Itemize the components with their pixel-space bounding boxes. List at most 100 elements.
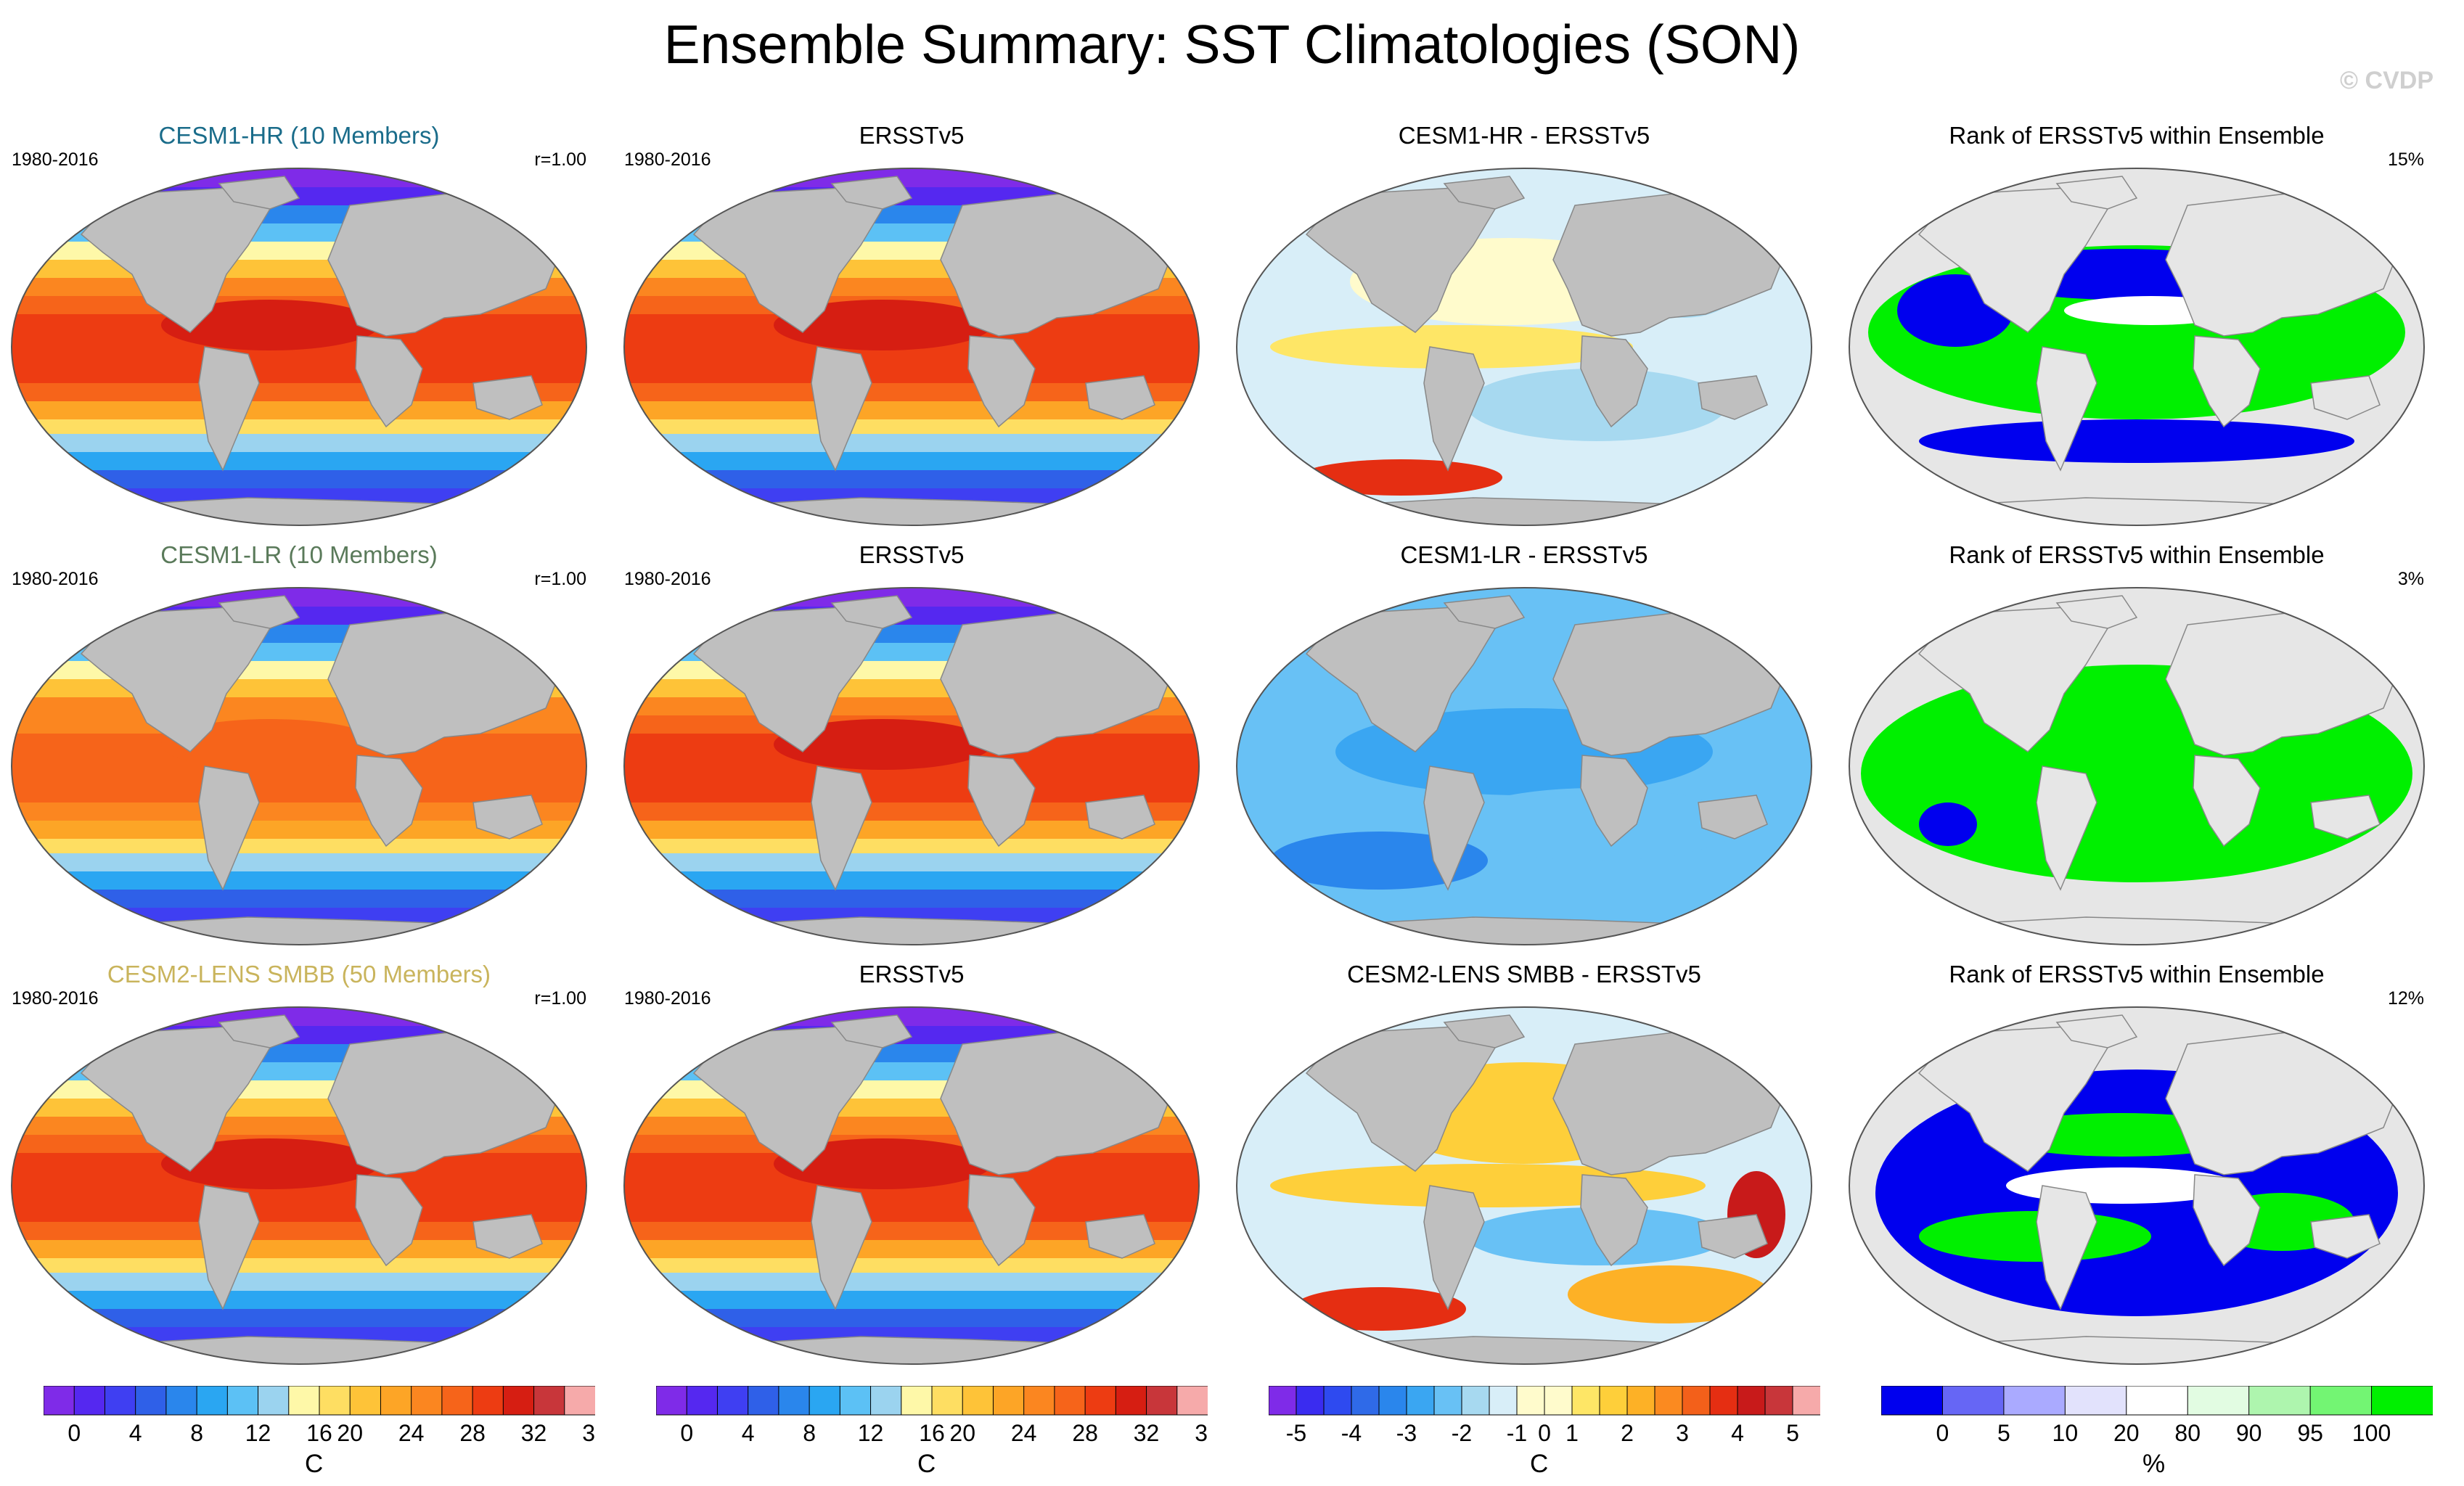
land-mass — [811, 1185, 872, 1310]
colorbar-tick-label: -3 — [1396, 1420, 1417, 1446]
land-mass — [967, 1174, 1036, 1267]
sst-band — [12, 452, 586, 470]
colorbar-swatch — [1571, 1386, 1600, 1416]
colorbar-tick-label: -1 — [1507, 1420, 1527, 1446]
land-mass — [1580, 335, 1648, 428]
colorbar-unit: C — [305, 1450, 324, 1478]
land-mass — [472, 1214, 543, 1259]
map-outline — [623, 168, 1200, 526]
colorbar-swatch — [1084, 1386, 1117, 1416]
pattern-corr-label: r=1.00 — [534, 569, 586, 589]
land-mass — [1443, 1014, 1526, 1048]
land-mass — [198, 346, 260, 472]
land-mass — [1580, 1174, 1648, 1267]
land-mass — [2055, 176, 2138, 210]
colorbar-swatch — [809, 1386, 841, 1416]
colorbar-tick-label: 4 — [742, 1420, 755, 1446]
colorbar-tick-label: 4 — [129, 1420, 142, 1446]
land-mass — [1085, 375, 1155, 420]
colorbar-swatch — [901, 1386, 933, 1416]
colorbar-swatch — [165, 1386, 198, 1416]
rank-region — [1919, 1211, 2151, 1262]
map-outline — [1849, 168, 2425, 526]
colorbar-swatch — [1792, 1386, 1820, 1416]
colorbar-tick-label: 95 — [2297, 1420, 2323, 1446]
panel-title: CESM2-LENS SMBB (50 Members) — [107, 961, 491, 988]
colorbar-tick-label: 12 — [858, 1420, 884, 1446]
sst-band — [12, 1291, 586, 1309]
panel-title: Rank of ERSSTv5 within Ensemble — [1949, 961, 2325, 988]
land-mass — [2310, 375, 2381, 420]
colorbar-swatch — [2126, 1386, 2189, 1416]
colorbar-swatch — [1544, 1386, 1573, 1416]
panel-title: CESM1-HR - ERSSTv5 — [1398, 122, 1650, 149]
colorbar-tick-label: 10 — [2052, 1420, 2079, 1446]
colorbar-swatch — [656, 1386, 688, 1416]
land-mass — [830, 1014, 913, 1048]
sst-band — [624, 839, 1199, 853]
land-mass — [198, 765, 260, 891]
colorbar-unit: % — [2142, 1450, 2166, 1478]
warm-pool — [161, 1138, 379, 1189]
colorbar-tick-label: 8 — [190, 1420, 203, 1446]
rank-percent: 3% — [2397, 569, 2424, 589]
colorbar-swatch — [1115, 1386, 1147, 1416]
colorbar-swatch — [135, 1386, 167, 1416]
colorbar-swatch — [411, 1386, 443, 1416]
rank-map — [1846, 585, 2427, 948]
sst-band — [12, 871, 586, 890]
sst-band — [12, 187, 586, 205]
land-mass — [811, 346, 872, 472]
colorbar-tick-label: 20 — [949, 1420, 975, 1446]
panel-title: CESM1-HR (10 Members) — [158, 122, 440, 149]
colorbar-swatch — [1461, 1386, 1490, 1416]
land-mass — [2036, 346, 2097, 472]
period-label: 1980-2016 — [624, 569, 711, 589]
land-mass — [2036, 765, 2097, 891]
colorbar-tick-label: 0 — [1538, 1420, 1551, 1446]
sst-map — [9, 165, 589, 528]
sst-band — [12, 1026, 586, 1044]
colorbar-tick-label: 100 — [2352, 1420, 2391, 1446]
period-label: 1980-2016 — [12, 149, 99, 170]
colorbar-tick-label: 8 — [803, 1420, 816, 1446]
land-mass — [355, 335, 423, 428]
land-mass — [1443, 176, 1526, 210]
colorbar-swatch — [1269, 1386, 1297, 1416]
colorbar-swatch — [288, 1386, 320, 1416]
colorbar-swatch — [196, 1386, 229, 1416]
colorbar-swatch — [258, 1386, 290, 1416]
warm-pool — [161, 719, 379, 770]
colorbar-swatch — [1599, 1386, 1628, 1416]
land-mass — [1423, 1185, 1485, 1310]
sst-band — [12, 1258, 586, 1273]
colorbar-tick-label: 24 — [1011, 1420, 1037, 1446]
colorbar-swatch — [441, 1386, 474, 1416]
colorbar-tick-label: -4 — [1341, 1420, 1362, 1446]
pattern-corr-label: r=1.00 — [534, 149, 586, 170]
land-mass — [1698, 375, 1768, 420]
sst-band — [624, 1258, 1199, 1273]
diff-anomaly — [1270, 325, 1633, 369]
colorbar-tick-label: 90 — [2236, 1420, 2262, 1446]
colorbar-swatch — [686, 1386, 719, 1416]
map-outline — [11, 1006, 587, 1365]
colorbar-swatch — [839, 1386, 872, 1416]
land-mass — [2055, 595, 2138, 629]
colorbar-swatch — [349, 1386, 382, 1416]
map-outline — [1849, 1006, 2425, 1365]
land-mass — [967, 335, 1036, 428]
colorbar-swatch — [226, 1386, 259, 1416]
panel-title: ERSSTv5 — [859, 961, 965, 988]
colorbar-swatch — [2064, 1386, 2127, 1416]
sst-band — [624, 1026, 1199, 1044]
colorbar-tick-label: 0 — [680, 1420, 693, 1446]
colorbar-swatch — [73, 1386, 106, 1416]
colorbar-tick-label: 16 — [306, 1420, 332, 1446]
diff-anomaly — [1568, 1265, 1771, 1323]
colorbar-swatch — [1378, 1386, 1407, 1416]
sst-band — [624, 1291, 1199, 1309]
colorbar-swatch — [962, 1386, 994, 1416]
colorbar-swatch — [931, 1386, 964, 1416]
colorbar-swatch — [992, 1386, 1025, 1416]
